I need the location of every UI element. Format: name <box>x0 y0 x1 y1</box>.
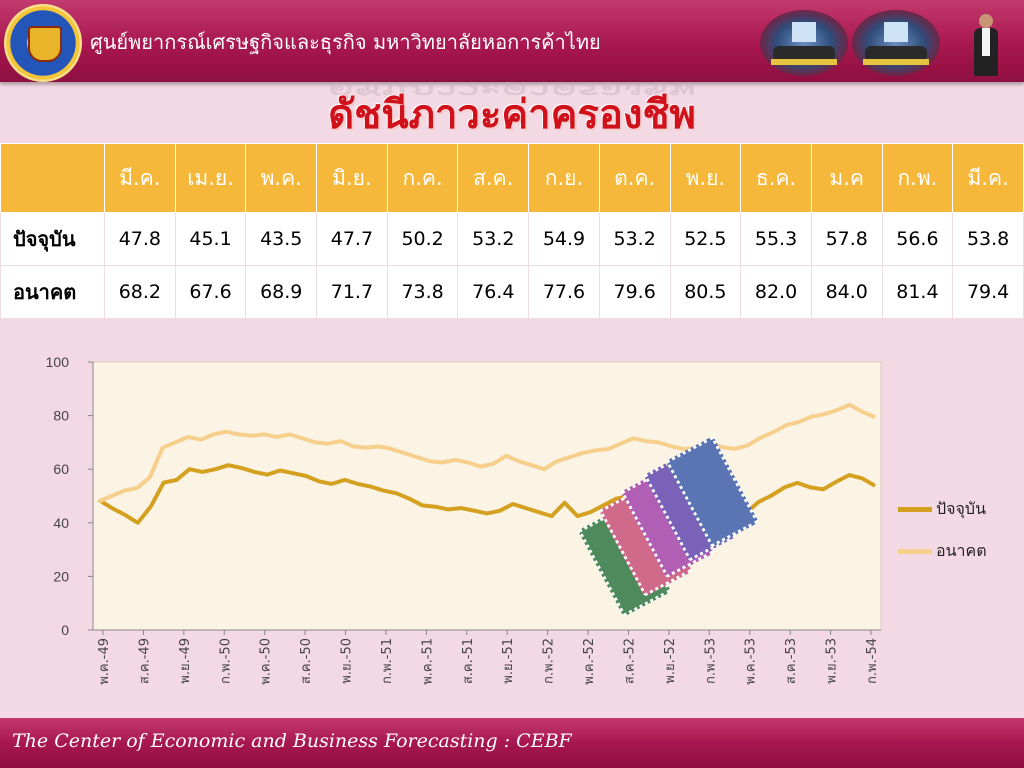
column-header: พ.ย. <box>669 143 742 213</box>
table-cell: 77.6 <box>528 265 600 319</box>
column-header: พ.ค. <box>245 143 318 213</box>
x-tick-label: พ.ย.-51 <box>501 638 516 684</box>
x-tick-label: พ.ค.-50 <box>259 638 274 685</box>
y-tick-label: 60 <box>53 461 69 477</box>
table-cell: 57.8 <box>810 212 883 266</box>
logo-emblem-icon <box>28 26 62 62</box>
x-tick-label: พ.ค.-51 <box>420 638 435 685</box>
x-tick-label: ก.พ.-53 <box>703 638 718 684</box>
legend-item-current: ปัจจุบัน <box>898 488 987 530</box>
x-tick-label: พ.ค.-53 <box>744 638 759 685</box>
x-tick-label: พ.ค.-49 <box>97 638 112 685</box>
footer-text: The Center of Economic and Business Fore… <box>12 730 572 752</box>
table-cell: 52.5 <box>669 212 742 266</box>
table-cell: 71.7 <box>316 265 388 319</box>
table-cell: 47.7 <box>316 212 388 266</box>
legend-item-future: อนาคต <box>898 530 987 572</box>
footer-bar: The Center of Economic and Business Fore… <box>0 718 1024 768</box>
table-row: ปัจจุบัน 47.8 45.1 43.5 47.7 50.2 53.2 5… <box>0 212 1024 266</box>
legend-label: ปัจจุบัน <box>936 498 986 518</box>
chart-legend: ปัจจุบัน อนาคต <box>898 488 987 572</box>
column-header: ก.ย. <box>528 143 600 213</box>
table-cell: 43.5 <box>245 212 318 266</box>
university-logo <box>4 4 82 82</box>
row-label: อนาคต <box>0 265 105 319</box>
column-header: ธ.ค. <box>740 143 812 213</box>
line-chart: 0 20 40 60 80 100 พ.ค.-49 ส.ค.-49 พ.ย.-49 ก.พ.-50… <box>46 354 882 685</box>
table-cell: 53.2 <box>598 212 671 266</box>
table-cell: 45.1 <box>174 212 247 266</box>
table-cell: 53.8 <box>952 212 1024 266</box>
table-cell: 55.3 <box>740 212 812 266</box>
header-bar: ศูนย์พยากรณ์เศรษฐกิจและธุรกิจ มหาวิทยาลั… <box>0 0 1024 82</box>
y-tick-label: 0 <box>61 622 69 638</box>
x-tick-label: ส.ค.-49 <box>137 638 152 684</box>
x-tick-label: ส.ค.-53 <box>784 638 799 684</box>
table-cell: 54.9 <box>528 212 600 266</box>
column-header: ก.ค. <box>386 143 459 213</box>
column-header: มิ.ย. <box>316 143 388 213</box>
column-header: ส.ค. <box>457 143 530 213</box>
series-line-1 <box>98 402 876 504</box>
legend-label: อนาคต <box>936 540 987 560</box>
x-tick-label: ก.พ.-52 <box>542 638 557 684</box>
x-tick-label: พ.ย.-53 <box>825 638 840 684</box>
x-tick-label: พ.ย.-50 <box>340 638 355 684</box>
meeting-photo-2 <box>852 10 940 76</box>
table-header-row: มี.ค. เม.ย. พ.ค. มิ.ย. ก.ค. ส.ค. ก.ย. ต.… <box>0 143 1024 213</box>
x-tick-label: พ.ย.-49 <box>178 638 193 684</box>
column-header: มี.ค. <box>104 143 176 213</box>
header-title: ศูนย์พยากรณ์เศรษฐกิจและธุรกิจ มหาวิทยาลั… <box>90 30 601 54</box>
y-tick-label: 20 <box>53 568 69 584</box>
x-tick-label: ส.ค.-52 <box>622 638 637 684</box>
index-table: มี.ค. เม.ย. พ.ค. มิ.ย. ก.ค. ส.ค. ก.ย. ต.… <box>0 143 1024 319</box>
table-cell: 82.0 <box>740 265 812 319</box>
y-tick-label: 80 <box>53 408 69 424</box>
column-header: มี.ค. <box>952 143 1024 213</box>
table-cell: 81.4 <box>881 265 954 319</box>
table-cell: 56.6 <box>881 212 954 266</box>
table-cell: 68.9 <box>245 265 318 319</box>
row-label: ปัจจุบัน <box>0 212 105 266</box>
table-cell: 79.4 <box>952 265 1024 319</box>
speaker-photo <box>966 10 1006 78</box>
x-tick-label: ส.ค.-51 <box>461 638 476 684</box>
x-tick-label: ส.ค.-50 <box>299 638 314 684</box>
table-cell: 79.6 <box>598 265 671 319</box>
table-cell: 53.2 <box>457 212 530 266</box>
table-cell: 80.5 <box>669 265 742 319</box>
plot-area <box>92 361 882 631</box>
table-cell: 84.0 <box>810 265 883 319</box>
y-tick-label: 40 <box>53 515 69 531</box>
legend-swatch <box>898 506 932 512</box>
column-header: ก.พ. <box>881 143 954 213</box>
table-cell: 76.4 <box>457 265 530 319</box>
x-tick-label: พ.ค.-52 <box>582 638 597 685</box>
table-cell: 47.8 <box>104 212 176 266</box>
x-tick-label: ก.พ.-51 <box>380 638 395 684</box>
x-tick-label: พ.ย.-52 <box>663 638 678 684</box>
table-row: อนาคต 68.2 67.6 68.9 71.7 73.8 76.4 77.6… <box>0 265 1024 319</box>
table-cell: 50.2 <box>386 212 459 266</box>
x-tick-label: ก.พ.-50 <box>218 638 233 684</box>
column-header: ต.ค. <box>598 143 671 213</box>
column-header: เม.ย. <box>174 143 247 213</box>
table-cell: 73.8 <box>386 265 459 319</box>
table-cell: 68.2 <box>104 265 176 319</box>
table-corner-cell <box>0 143 105 213</box>
table-cell: 67.6 <box>174 265 247 319</box>
legend-swatch <box>898 548 932 554</box>
x-tick-label: ก.พ.-54 <box>865 638 880 684</box>
page-title: ดัชนีภาวะค่าครองชีพ <box>328 92 696 138</box>
meeting-photo-1 <box>760 10 848 76</box>
column-header: ม.ค <box>810 143 883 213</box>
y-tick-label: 100 <box>46 354 70 370</box>
